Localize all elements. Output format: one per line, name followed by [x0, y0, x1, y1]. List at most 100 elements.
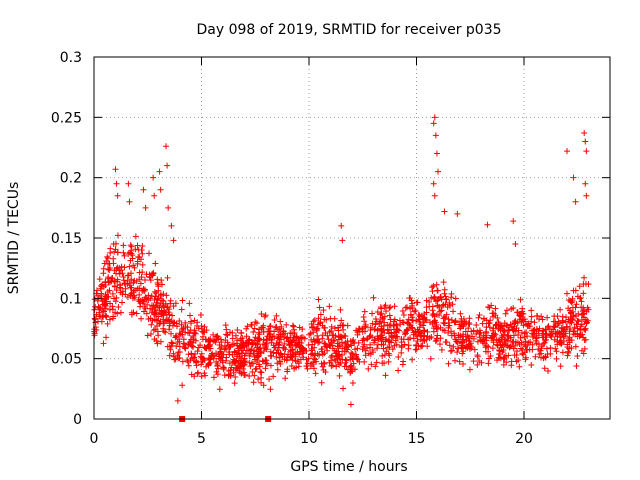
- data-point: [185, 362, 192, 369]
- data-point: [185, 351, 192, 358]
- data-point: [461, 318, 468, 325]
- data-point: [170, 353, 177, 360]
- data-point: [439, 326, 446, 333]
- data-point: [231, 348, 238, 355]
- data-point: [141, 296, 148, 303]
- data-point: [117, 309, 124, 316]
- data-point: [126, 198, 133, 205]
- data-point: [512, 241, 519, 248]
- data-point: [385, 358, 392, 365]
- data-point: [235, 345, 242, 352]
- data-point: [197, 312, 204, 319]
- data-point: [512, 317, 519, 324]
- x-tick-label: 0: [90, 431, 99, 447]
- data-point: [114, 276, 121, 283]
- data-point: [367, 326, 374, 333]
- data-point: [414, 299, 421, 306]
- data-point: [303, 363, 310, 370]
- data-point: [581, 326, 588, 333]
- data-point: [155, 304, 162, 311]
- data-point: [223, 345, 230, 352]
- data-point: [516, 316, 523, 323]
- data-point: [539, 330, 546, 337]
- data-point: [447, 302, 454, 309]
- data-point: [102, 305, 109, 312]
- data-point: [433, 281, 440, 288]
- data-point: [234, 365, 241, 372]
- data-point: [395, 354, 402, 361]
- data-point: [376, 318, 383, 325]
- data-point: [493, 336, 500, 343]
- data-point: [547, 344, 554, 351]
- data-point: [248, 321, 255, 328]
- data-point: [125, 272, 132, 279]
- data-point: [222, 322, 229, 329]
- data-point: [147, 331, 154, 338]
- data-point: [572, 331, 579, 338]
- data-point: [581, 130, 588, 137]
- data-point: [257, 349, 264, 356]
- data-point: [162, 329, 169, 336]
- data-point: [527, 339, 534, 346]
- data-point: [439, 302, 446, 309]
- data-point: [246, 336, 253, 343]
- data-point: [417, 329, 424, 336]
- data-point: [274, 327, 281, 334]
- data-point: [495, 326, 502, 333]
- data-point: [168, 330, 175, 337]
- data-point: [113, 270, 120, 277]
- data-point: [530, 327, 537, 334]
- data-point: [487, 352, 494, 359]
- data-point: [164, 274, 171, 281]
- data-point: [583, 320, 590, 327]
- data-point: [473, 322, 480, 329]
- data-point: [476, 327, 483, 334]
- data-point: [466, 335, 473, 342]
- data-point: [325, 336, 332, 343]
- data-point: [270, 373, 277, 380]
- data-point: [230, 358, 237, 365]
- data-point: [225, 342, 232, 349]
- data-point: [281, 334, 288, 341]
- data-point: [362, 323, 369, 330]
- data-point: [232, 374, 239, 381]
- data-point: [142, 277, 149, 284]
- data-point: [553, 355, 560, 362]
- data-point: [354, 356, 361, 363]
- data-point: [155, 313, 162, 320]
- data-point: [320, 307, 327, 314]
- data-point: [505, 333, 512, 340]
- data-point: [203, 336, 210, 343]
- data-point: [193, 358, 200, 365]
- data-point: [245, 347, 252, 354]
- data-point: [362, 347, 369, 354]
- data-point: [333, 348, 340, 355]
- data-point: [489, 345, 496, 352]
- data-point: [198, 322, 205, 329]
- data-point: [137, 280, 144, 287]
- data-point: [167, 346, 174, 353]
- data-point: [103, 298, 110, 305]
- data-point: [304, 365, 311, 372]
- data-point: [369, 320, 376, 327]
- data-point: [153, 310, 160, 317]
- data-point: [334, 352, 341, 359]
- data-point: [352, 346, 359, 353]
- data-point: [225, 371, 232, 378]
- data-point: [451, 332, 458, 339]
- data-point: [395, 367, 402, 374]
- data-point: [96, 276, 103, 283]
- data-point: [154, 317, 161, 324]
- data-point: [402, 304, 409, 311]
- data-point: [559, 349, 566, 356]
- data-point: [336, 372, 343, 379]
- data-point: [500, 355, 507, 362]
- data-point: [107, 245, 114, 252]
- data-point: [173, 343, 180, 350]
- data-point: [371, 337, 378, 344]
- data-point: [517, 310, 524, 317]
- data-point: [437, 308, 444, 315]
- data-point: [578, 321, 585, 328]
- data-point: [454, 349, 461, 356]
- data-point: [304, 360, 311, 367]
